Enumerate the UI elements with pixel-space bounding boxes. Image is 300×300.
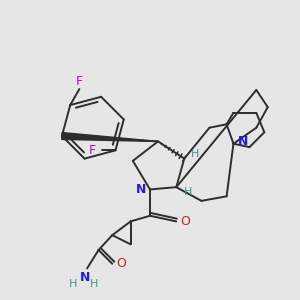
Text: H: H [190,149,199,159]
Text: H: H [184,187,192,197]
Polygon shape [62,133,158,141]
Text: H: H [90,279,98,289]
Text: N: N [136,183,146,196]
Text: N: N [237,135,248,148]
Text: O: O [116,257,126,270]
Text: F: F [76,75,83,88]
Text: O: O [181,215,190,228]
Text: H: H [69,279,78,289]
Text: F: F [89,144,96,157]
Text: N: N [80,271,90,284]
